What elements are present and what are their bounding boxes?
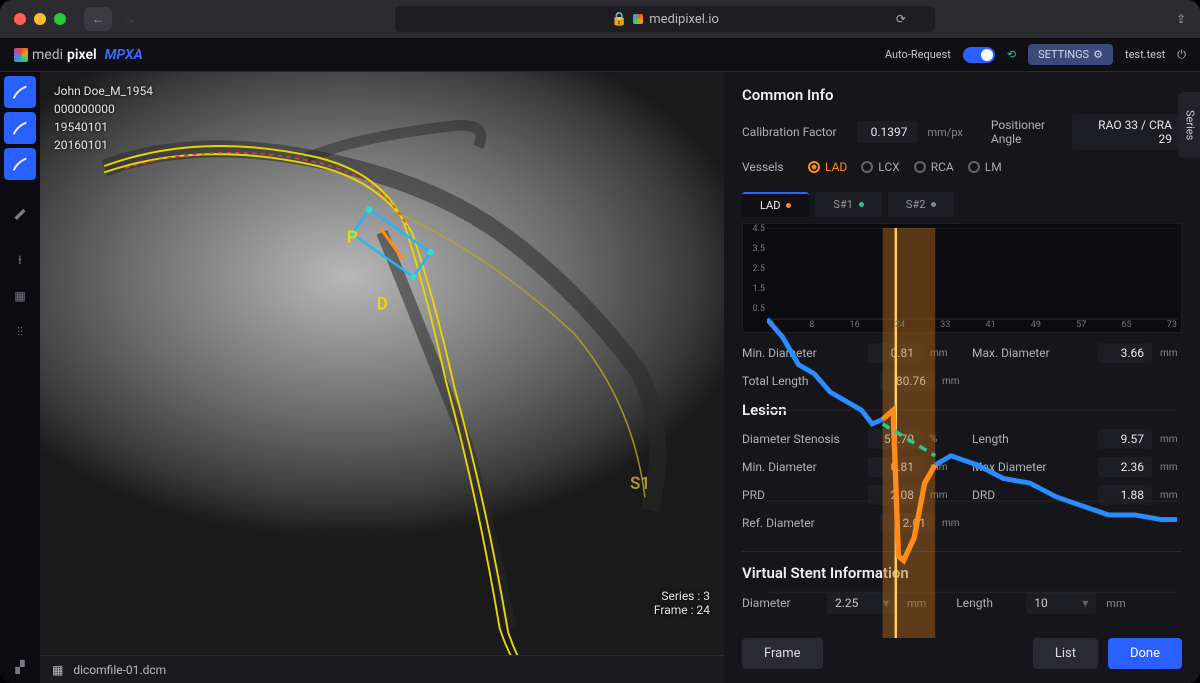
power-icon[interactable]: ⏻ bbox=[1177, 48, 1186, 62]
image-viewer[interactable]: P D M S1 John Doe_M_1954 000000000 19540… bbox=[40, 72, 724, 683]
series-drawer-tab[interactable]: Series bbox=[1178, 92, 1200, 158]
lock-icon: 🔒 bbox=[611, 12, 627, 27]
app-window: ← → 🔒 medipixel.io ⟳ ⇪ medipixel MPXA Au… bbox=[0, 0, 1200, 683]
brand-logo-icon bbox=[14, 48, 28, 62]
side-panel: Series Common Info Calibration Factor 0.… bbox=[724, 72, 1200, 683]
patient-dob: 19540101 bbox=[54, 118, 153, 136]
angiogram-image: P D M S1 John Doe_M_1954 000000000 19540… bbox=[40, 72, 724, 655]
vessels-label: Vessels bbox=[742, 160, 798, 174]
thumbnail-icon[interactable]: ▦ bbox=[52, 663, 63, 677]
favicon bbox=[633, 14, 643, 24]
grid-tool-2[interactable]: ⫶⫶ bbox=[4, 316, 36, 348]
chart-plot bbox=[767, 228, 1177, 638]
user-label: test.test bbox=[1125, 48, 1165, 61]
tab-s1[interactable]: S#1 bbox=[815, 192, 882, 217]
viewer-statusbar: ▦ dicomfile-01.dcm bbox=[40, 655, 724, 683]
marker-p: P bbox=[347, 228, 358, 248]
vessel-tool-1[interactable] bbox=[4, 76, 36, 108]
auto-request-label: Auto-Request bbox=[885, 48, 951, 61]
pos-label: Positioner Angle bbox=[991, 118, 1062, 146]
reload-icon[interactable]: ⟳ bbox=[896, 12, 906, 26]
frame-button[interactable]: Frame bbox=[742, 638, 823, 669]
window-controls bbox=[14, 13, 66, 25]
vessel-radio-rca[interactable]: RCA bbox=[914, 160, 954, 174]
app-toolbar: medipixel MPXA Auto-Request ⟲ SETTINGS ⚙… bbox=[0, 38, 1200, 72]
vessel-tool-3[interactable] bbox=[4, 148, 36, 180]
vessel-overlay: P D M S1 bbox=[40, 72, 724, 655]
url-text: medipixel.io bbox=[649, 12, 719, 27]
filename: dicomfile-01.dcm bbox=[73, 663, 166, 677]
main-area: ƚ ▦ ⫶⫶ ▞ bbox=[0, 72, 1200, 683]
patient-name: John Doe_M_1954 bbox=[54, 82, 153, 100]
tool-column: ƚ ▦ ⫶⫶ ▞ bbox=[0, 72, 40, 683]
url-bar[interactable]: 🔒 medipixel.io bbox=[395, 6, 935, 32]
marker-s1: S1 bbox=[630, 474, 650, 494]
settings-button[interactable]: SETTINGS ⚙ bbox=[1028, 44, 1113, 65]
common-info-title: Common Info bbox=[742, 86, 1182, 104]
tab-s2[interactable]: S#2 bbox=[888, 192, 955, 217]
share-icon[interactable]: ⇪ bbox=[1176, 12, 1186, 26]
edit-tool[interactable]: ƚ bbox=[4, 244, 36, 276]
done-button[interactable]: Done bbox=[1108, 638, 1182, 669]
patient-id: 000000000 bbox=[54, 100, 153, 118]
list-button[interactable]: List bbox=[1033, 638, 1098, 669]
vessel-tool-2[interactable] bbox=[4, 112, 36, 144]
calib-value: 0.1397 bbox=[857, 121, 917, 143]
vessel-radio-lm[interactable]: LM bbox=[968, 160, 1002, 174]
layout-icon[interactable]: ▞ bbox=[4, 651, 36, 683]
marker-d: D bbox=[377, 294, 388, 314]
tab-lad[interactable]: LAD bbox=[742, 192, 809, 217]
back-button[interactable]: ← bbox=[84, 7, 112, 31]
minimize-dot[interactable] bbox=[34, 13, 46, 25]
brand: medipixel MPXA bbox=[14, 47, 143, 63]
gear-icon: ⚙ bbox=[1093, 48, 1103, 61]
pos-value: RAO 33 / CRA 29 bbox=[1072, 114, 1182, 150]
study-date: 20160101 bbox=[54, 136, 153, 154]
diameter-chart[interactable]: 4.53.52.51.50.5 081624334149576573 bbox=[742, 223, 1182, 333]
close-dot[interactable] bbox=[14, 13, 26, 25]
maximize-dot[interactable] bbox=[54, 13, 66, 25]
sync-icon[interactable]: ⟲ bbox=[1007, 48, 1016, 61]
series-overlay: Series : 3 Frame : 24 bbox=[654, 589, 710, 617]
vessel-radio-lad[interactable]: LAD bbox=[808, 160, 847, 174]
forward-button[interactable]: → bbox=[116, 7, 144, 31]
patient-overlay: John Doe_M_1954 000000000 19540101 20160… bbox=[54, 82, 153, 154]
draw-tool[interactable] bbox=[4, 196, 36, 228]
vessel-radio-lcx[interactable]: LCX bbox=[861, 160, 899, 174]
grid-tool-1[interactable]: ▦ bbox=[4, 280, 36, 312]
auto-request-toggle[interactable] bbox=[963, 47, 995, 63]
browser-titlebar: ← → 🔒 medipixel.io ⟳ ⇪ bbox=[0, 0, 1200, 38]
calib-label: Calibration Factor bbox=[742, 125, 847, 139]
